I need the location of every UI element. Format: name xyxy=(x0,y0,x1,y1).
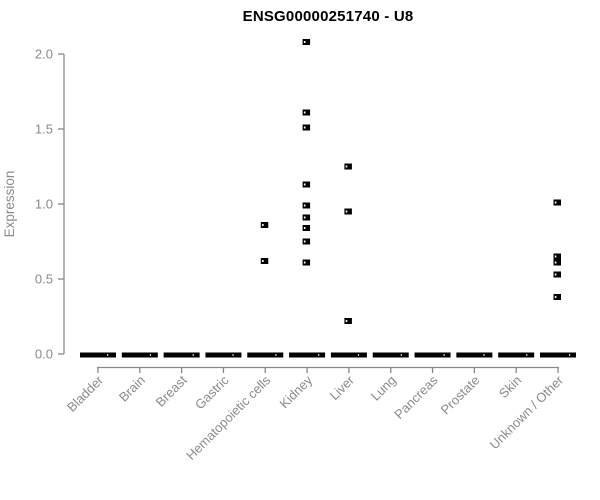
data-point-notch xyxy=(303,216,306,219)
y-tick-label: 1.5 xyxy=(35,122,53,137)
zero-cluster-gap xyxy=(275,354,277,356)
zero-cluster-bar xyxy=(456,352,493,358)
data-point-notch xyxy=(554,255,557,258)
zero-cluster-gap xyxy=(107,354,109,356)
x-tick-label: Bladder xyxy=(64,372,107,415)
data-point xyxy=(260,258,269,264)
zero-cluster-bar xyxy=(205,352,242,358)
zero-cluster-bar xyxy=(289,352,326,358)
data-point-notch xyxy=(303,111,306,114)
data-point xyxy=(553,259,561,266)
x-tick-label: Unknown / Other xyxy=(487,372,567,452)
data-point-notch xyxy=(262,260,264,262)
y-tick-label: 2.0 xyxy=(35,47,53,62)
zero-cluster-gap xyxy=(357,354,360,356)
zero-cluster-gap xyxy=(318,354,320,356)
zero-cluster-gap xyxy=(569,354,571,356)
data-point xyxy=(344,208,352,215)
y-tick-label: 0.5 xyxy=(35,272,53,287)
x-tick-label: Kidney xyxy=(276,372,315,411)
zero-cluster-bar xyxy=(540,352,576,358)
zero-cluster-bar xyxy=(247,352,284,358)
x-tick-label: Skin xyxy=(496,373,524,401)
data-point xyxy=(302,259,311,266)
data-point xyxy=(344,318,352,324)
data-point xyxy=(553,294,561,300)
data-point-notch xyxy=(303,204,306,207)
zero-cluster-gap xyxy=(483,354,485,356)
x-tick-label: Prostate xyxy=(438,373,483,418)
data-point-notch xyxy=(303,41,306,43)
y-axis-title: Expression xyxy=(2,171,17,238)
data-point-notch xyxy=(554,261,557,264)
zero-cluster-bar xyxy=(372,352,409,358)
x-tick-label: Liver xyxy=(326,372,357,403)
data-point-notch xyxy=(262,224,264,226)
data-point xyxy=(553,271,561,278)
data-point-notch xyxy=(303,183,306,186)
data-point xyxy=(302,181,311,188)
data-point xyxy=(302,124,311,131)
y-tick-label: 0.0 xyxy=(35,347,53,362)
data-point xyxy=(302,238,311,245)
zero-cluster-gap xyxy=(443,354,445,356)
data-point xyxy=(302,39,311,45)
data-point xyxy=(344,163,352,170)
x-tick-label: Gastric xyxy=(192,372,232,412)
zero-cluster-bar xyxy=(330,352,367,358)
zero-cluster-gap xyxy=(192,354,194,356)
data-point-notch xyxy=(345,210,348,213)
zero-cluster-gap xyxy=(526,354,528,356)
data-point xyxy=(553,199,561,206)
data-point-notch xyxy=(554,296,557,298)
zero-cluster-bar xyxy=(121,352,158,358)
data-point xyxy=(302,225,311,231)
x-tick-label: Lung xyxy=(368,373,399,404)
zero-cluster-bar xyxy=(414,352,451,358)
data-point-notch xyxy=(345,320,348,322)
x-tick-label: Breast xyxy=(153,372,190,409)
y-tick-label: 1.0 xyxy=(35,197,53,212)
zero-cluster-gap xyxy=(232,354,234,356)
data-point-notch xyxy=(303,261,306,264)
data-point-notch xyxy=(554,201,557,204)
zero-cluster-bar xyxy=(163,352,200,358)
x-tick-label: Brain xyxy=(116,373,148,405)
data-point-notch xyxy=(554,273,557,276)
data-point xyxy=(553,253,561,260)
data-point xyxy=(302,109,311,116)
zero-cluster-bar xyxy=(498,352,535,358)
chart-title: ENSG00000251740 - U8 xyxy=(242,8,414,25)
data-point xyxy=(260,222,269,228)
x-tick-label: Pancreas xyxy=(391,372,441,422)
data-point xyxy=(302,214,311,221)
zero-cluster-bar xyxy=(80,352,116,358)
zero-cluster-gap xyxy=(400,354,402,356)
data-point-notch xyxy=(345,165,348,168)
data-point-notch xyxy=(303,240,306,243)
zero-cluster-gap xyxy=(149,354,152,356)
data-point xyxy=(302,202,311,209)
data-point-notch xyxy=(303,227,306,229)
data-point-notch xyxy=(303,126,306,129)
